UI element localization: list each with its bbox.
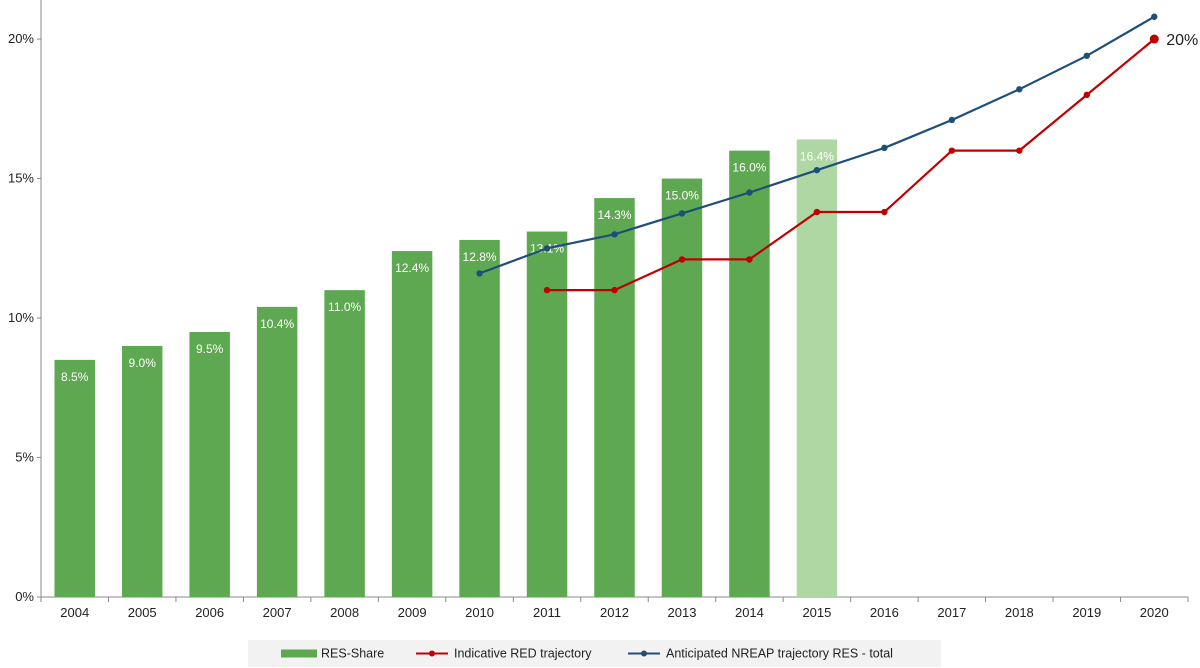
x-tick-label: 2006 [195,605,224,620]
x-tick-label: 2019 [1072,605,1101,620]
x-tick-label: 2020 [1140,605,1169,620]
bar-data-label: 12.4% [395,261,429,275]
x-tick-label: 2012 [600,605,629,620]
legend-box [248,640,941,667]
bar [526,231,568,597]
x-tick-label: 2009 [398,605,427,620]
series-point [813,208,821,216]
bar-data-label: 9.0% [129,356,157,370]
x-tick-label: 2014 [735,605,764,620]
bar-data-label: 16.4% [800,149,834,163]
series-point [881,144,888,152]
x-tick-label: 2017 [937,605,966,620]
series-point [678,210,686,217]
series-point [1149,34,1159,44]
bar-data-label: 9.5% [196,342,224,356]
bar [459,239,500,597]
series-point [611,286,618,294]
y-tick-label: 20% [8,31,34,46]
x-tick-label: 2008 [330,605,359,620]
bar [256,306,298,597]
series-point [746,189,753,196]
bar [54,359,95,597]
series-point [746,256,753,263]
x-tick-label: 2010 [465,605,494,620]
bar-data-label: 16.0% [732,161,766,175]
bar [796,139,838,598]
x-tick-label: 2011 [533,605,561,620]
legend: RES-Share Indicative RED trajectory Antici… [248,640,941,667]
legend-swatch [281,649,317,658]
series-point [948,116,956,124]
y-tick-label: 5% [15,450,34,465]
legend-label: Anticipated NREAP trajectory RES - total [666,647,893,661]
bar-data-label: 15.0% [665,189,699,203]
bar [324,290,365,597]
series-line [547,38,1156,292]
bar [661,178,703,597]
series-point [1016,147,1023,154]
x-tick-label: 2016 [870,605,899,620]
series-point [611,231,618,238]
y-tick-label: 0% [15,589,34,604]
y-tick-label: 15% [8,171,34,186]
legend-swatch-marker [429,650,435,657]
y-tick-label: 10% [8,310,34,325]
bar-data-label: 8.5% [61,370,89,384]
axes: 0% 5% 10% 15% 20% 2004 2005 2006 2007 2008 2009 201… [8,0,1189,620]
series-point [813,166,821,174]
bar [189,331,230,597]
lines-layer: 20% [476,13,1198,294]
series-point [948,147,956,154]
x-tick-label: 2018 [1005,605,1034,620]
bar-data-label: 14.3% [597,208,631,222]
series-point [476,270,483,277]
bar [391,251,433,597]
series-point [678,256,686,263]
x-tick-label: 2004 [60,605,89,620]
series-point [543,286,551,294]
end-annotation: 20% [1166,32,1198,49]
series-point [1016,86,1023,93]
bar [121,345,163,597]
x-tick-label: 2013 [668,605,697,620]
series-point [1151,13,1158,20]
legend-label: Indicative RED trajectory [454,647,592,661]
legend-label: RES-Share [321,647,384,661]
bars-layer: 8.5%9.0%9.5%10.4%11.0%12.4%12.8%13.1%14.… [54,139,838,598]
series-point [1083,91,1090,99]
x-tick-label: 2015 [802,605,831,620]
bar [594,198,635,597]
bar [729,150,770,597]
x-tick-label: 2005 [128,605,157,620]
series-point [1083,52,1090,59]
legend-swatch-marker [641,650,647,657]
bar-data-label: 12.8% [463,250,497,264]
series-point [881,208,888,216]
series-point [543,245,551,252]
bar-data-label: 10.4% [260,317,294,331]
x-tick-label: 2007 [263,605,292,620]
bar-data-label: 11.0% [328,300,361,314]
